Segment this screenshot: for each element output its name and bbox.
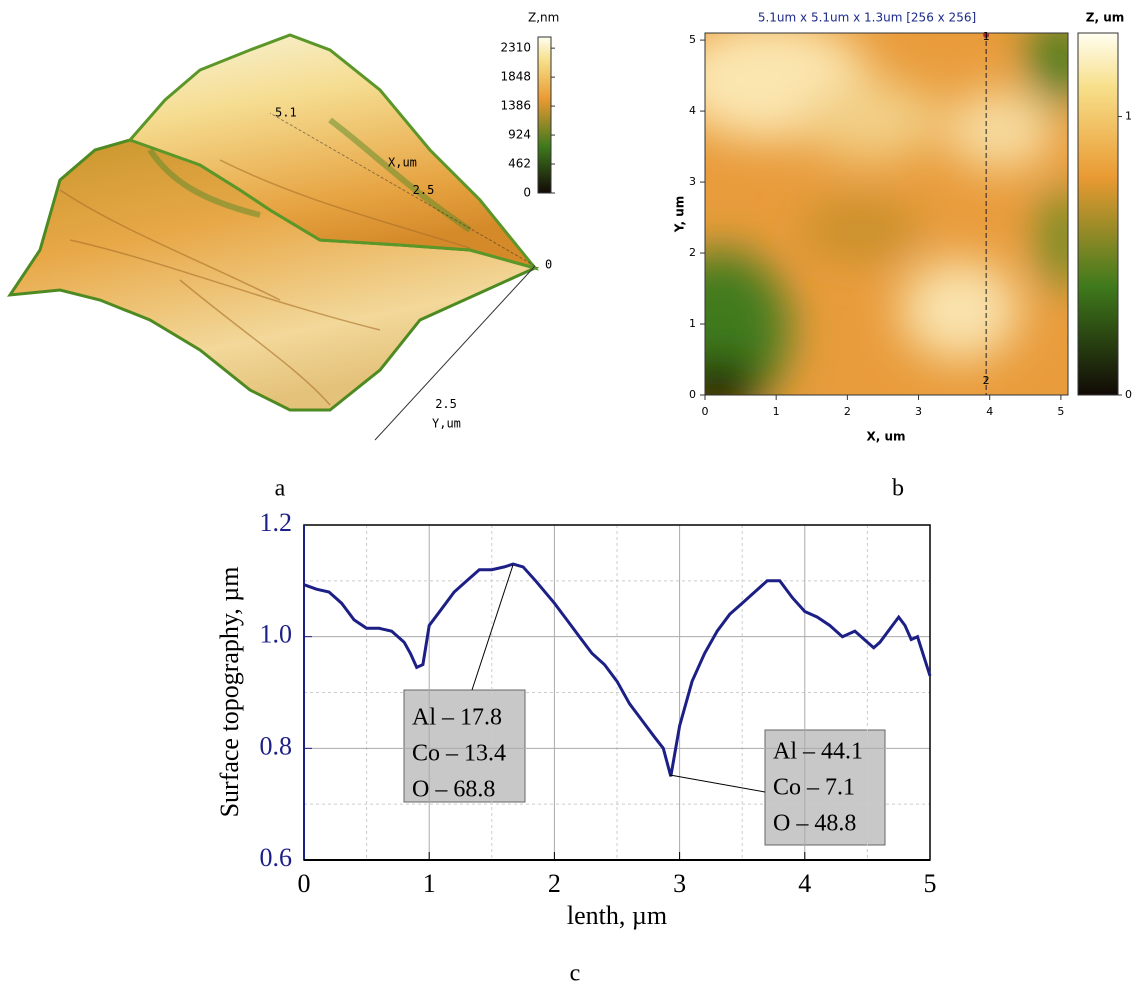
colorbar-tick-label: 1 (1125, 110, 1132, 123)
y-tick-label: 1.0 (260, 620, 293, 649)
leader-line (471, 564, 514, 691)
x-tick-label: 5.1 (275, 106, 297, 120)
colorbar-title: Z,nm (528, 11, 559, 25)
map-frame (704, 32, 1069, 396)
leader-line (669, 774, 766, 793)
colorbar-tick-label: 0 (523, 186, 531, 200)
colorbar-tick-label: 924 (508, 128, 531, 142)
x-tick-label: 2.5 (413, 183, 435, 197)
annotation-boxes (403, 689, 886, 846)
annotation-text: Co – 7.1 (773, 775, 855, 801)
y-axis-label: Y, um (673, 196, 687, 234)
height-map (705, 33, 1068, 395)
x-tick-label: 4 (986, 405, 993, 418)
colorbar-tick-label: 0 (1125, 388, 1132, 401)
colorbar-tick-label: 2310 (500, 41, 531, 55)
x-axis-label: lenth, µm (567, 901, 667, 930)
annotation-text: Co – 13.4 (412, 741, 506, 767)
y-tick-label: 4 (689, 104, 696, 117)
y-tick-label: 3 (689, 175, 696, 188)
map-title: 5.1um x 5.1um x 1.3um [256 x 256] (758, 11, 976, 25)
annotation-text: O – 68.8 (412, 777, 495, 803)
x-tick-label: 1 (773, 405, 780, 418)
y-tick-label: 2.5 (435, 397, 457, 411)
profile-end (983, 32, 990, 38)
colorbar-tick-label: 1386 (500, 99, 531, 113)
panel-label: b (892, 476, 904, 502)
colorbar-tick-label: 462 (508, 157, 531, 171)
x-axis-label: X,um (388, 156, 417, 170)
panel-label: c (570, 961, 581, 987)
x-tick-label: 0 (298, 869, 311, 898)
x-tick-label: 0 (702, 405, 709, 418)
y-tick-label: 0.8 (260, 731, 293, 760)
panel-label: a (275, 476, 286, 502)
x-tick-label: 2 (548, 869, 561, 898)
colorbar-title: Z, um (1086, 11, 1124, 25)
y-tick-label: 0 (689, 388, 696, 401)
y-tick-label: 0.6 (260, 843, 293, 872)
surface-3d (6, 33, 540, 441)
y-tick-label: 1.2 (260, 508, 293, 537)
annotation-text: Al – 44.1 (773, 739, 863, 765)
x-tick-label: 4 (798, 869, 811, 898)
profile-curve (303, 562, 932, 777)
x-axis-label: X, um (866, 430, 905, 444)
colorbar (537, 36, 552, 194)
profile-label: 2 (983, 374, 990, 387)
x-tick-label: 5 (1057, 405, 1064, 418)
y-axis-label: Surface topography, µm (215, 567, 244, 818)
y-tick-label: 1 (689, 317, 696, 330)
x-tick-label: 1 (423, 869, 436, 898)
annotation-text: O – 48.8 (773, 811, 856, 837)
y-axis-label: Y,um (432, 417, 461, 431)
x-tick-label: 0 (545, 258, 552, 272)
x-tick-label: 5 (924, 869, 937, 898)
annotation-text: Al – 17.8 (412, 705, 502, 731)
x-tick-label: 2 (844, 405, 851, 418)
x-tick-label: 3 (915, 405, 922, 418)
colorbar-tick-label: 1848 (500, 70, 531, 84)
colorbar (1077, 32, 1119, 396)
y-tick-label: 2 (689, 246, 696, 259)
x-tick-label: 3 (673, 869, 686, 898)
y-tick-label: 5 (689, 33, 696, 46)
profile-label: 1 (983, 30, 990, 43)
